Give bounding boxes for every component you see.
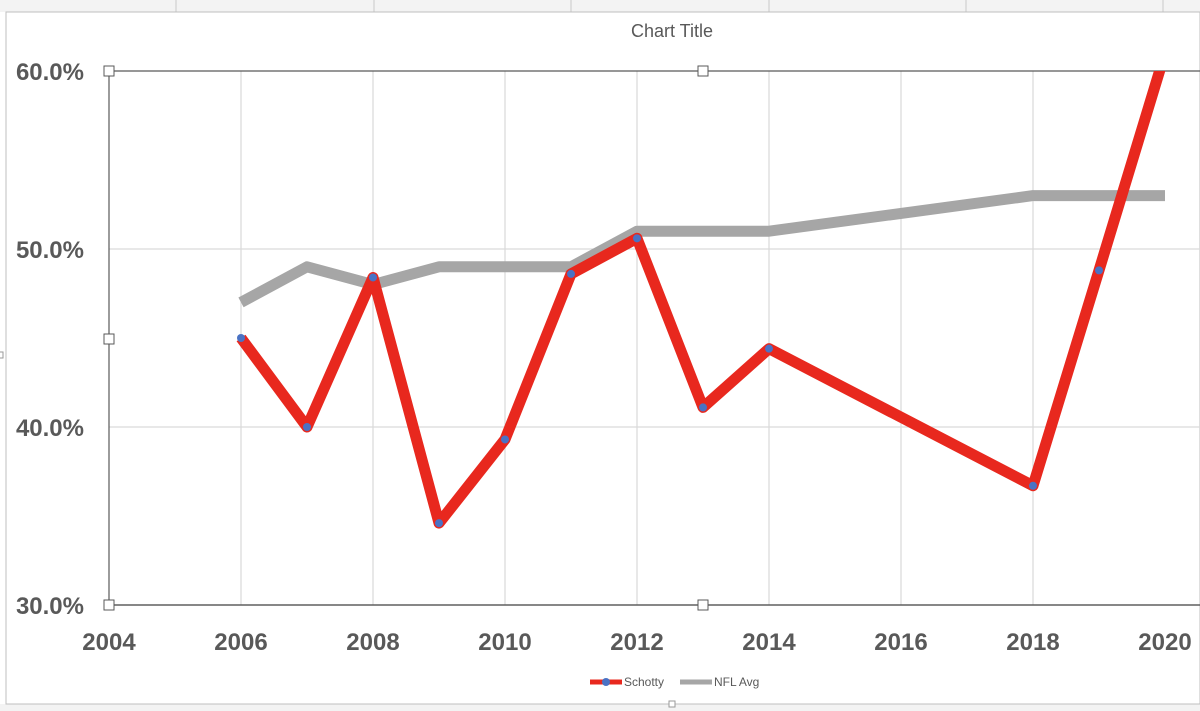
x-tick-label: 2012 bbox=[610, 629, 663, 656]
series-line-nfl-avg bbox=[238, 190, 1165, 308]
data-point-marker bbox=[699, 403, 707, 412]
selection-handle[interactable] bbox=[697, 599, 709, 611]
selection-handle[interactable] bbox=[103, 65, 115, 77]
chart-background bbox=[0, 12, 1200, 704]
selection-handle[interactable] bbox=[697, 65, 709, 77]
chart-resize-handle[interactable] bbox=[0, 351, 4, 359]
series-lines bbox=[236, 71, 1166, 529]
x-tick-label: 2020 bbox=[1138, 629, 1191, 656]
x-tick-label: 2016 bbox=[874, 629, 927, 656]
data-point-marker bbox=[765, 344, 773, 353]
data-point-marker bbox=[1095, 266, 1103, 275]
x-tick-label: 2010 bbox=[478, 629, 531, 656]
data-point-marker bbox=[303, 423, 311, 431]
data-point-marker bbox=[567, 269, 575, 278]
selection-handle[interactable] bbox=[103, 599, 115, 611]
x-tick-label: 2008 bbox=[346, 629, 399, 656]
y-tick-label: 60.0% bbox=[16, 59, 84, 86]
chart-border bbox=[5, 11, 1200, 705]
legend-marker bbox=[602, 678, 610, 686]
legend: Schotty NFL Avg bbox=[590, 675, 759, 689]
y-tick-label: 30.0% bbox=[16, 593, 84, 620]
data-point-marker bbox=[369, 273, 377, 282]
selection-handle[interactable] bbox=[103, 333, 115, 345]
legend-label: Schotty bbox=[624, 675, 664, 689]
y-tick-label: 50.0% bbox=[16, 237, 84, 264]
chart-title: Chart Title bbox=[631, 21, 713, 41]
x-tick-label: 2018 bbox=[1006, 629, 1059, 656]
x-tick-label: 2014 bbox=[742, 629, 796, 656]
data-point-marker bbox=[435, 519, 443, 528]
series-line-schotty bbox=[236, 71, 1166, 529]
x-tick-label: 2006 bbox=[214, 629, 267, 656]
plot-area-selection-handles[interactable] bbox=[0, 65, 709, 708]
tick-labels: 2004 2006 2008 2010 2012 2014 2016 2018 2020 30.0… bbox=[16, 59, 1192, 656]
y-tick-label: 40.0% bbox=[16, 415, 84, 442]
data-point-marker bbox=[501, 435, 509, 444]
data-point-marker bbox=[633, 234, 641, 243]
x-tick-label: 2004 bbox=[82, 629, 136, 656]
chart-resize-handle[interactable] bbox=[668, 700, 676, 708]
legend-label: NFL Avg bbox=[714, 675, 759, 689]
data-point-marker bbox=[237, 334, 245, 342]
data-point-marker bbox=[1029, 481, 1037, 490]
sheet-column-lines bbox=[175, 0, 1164, 12]
